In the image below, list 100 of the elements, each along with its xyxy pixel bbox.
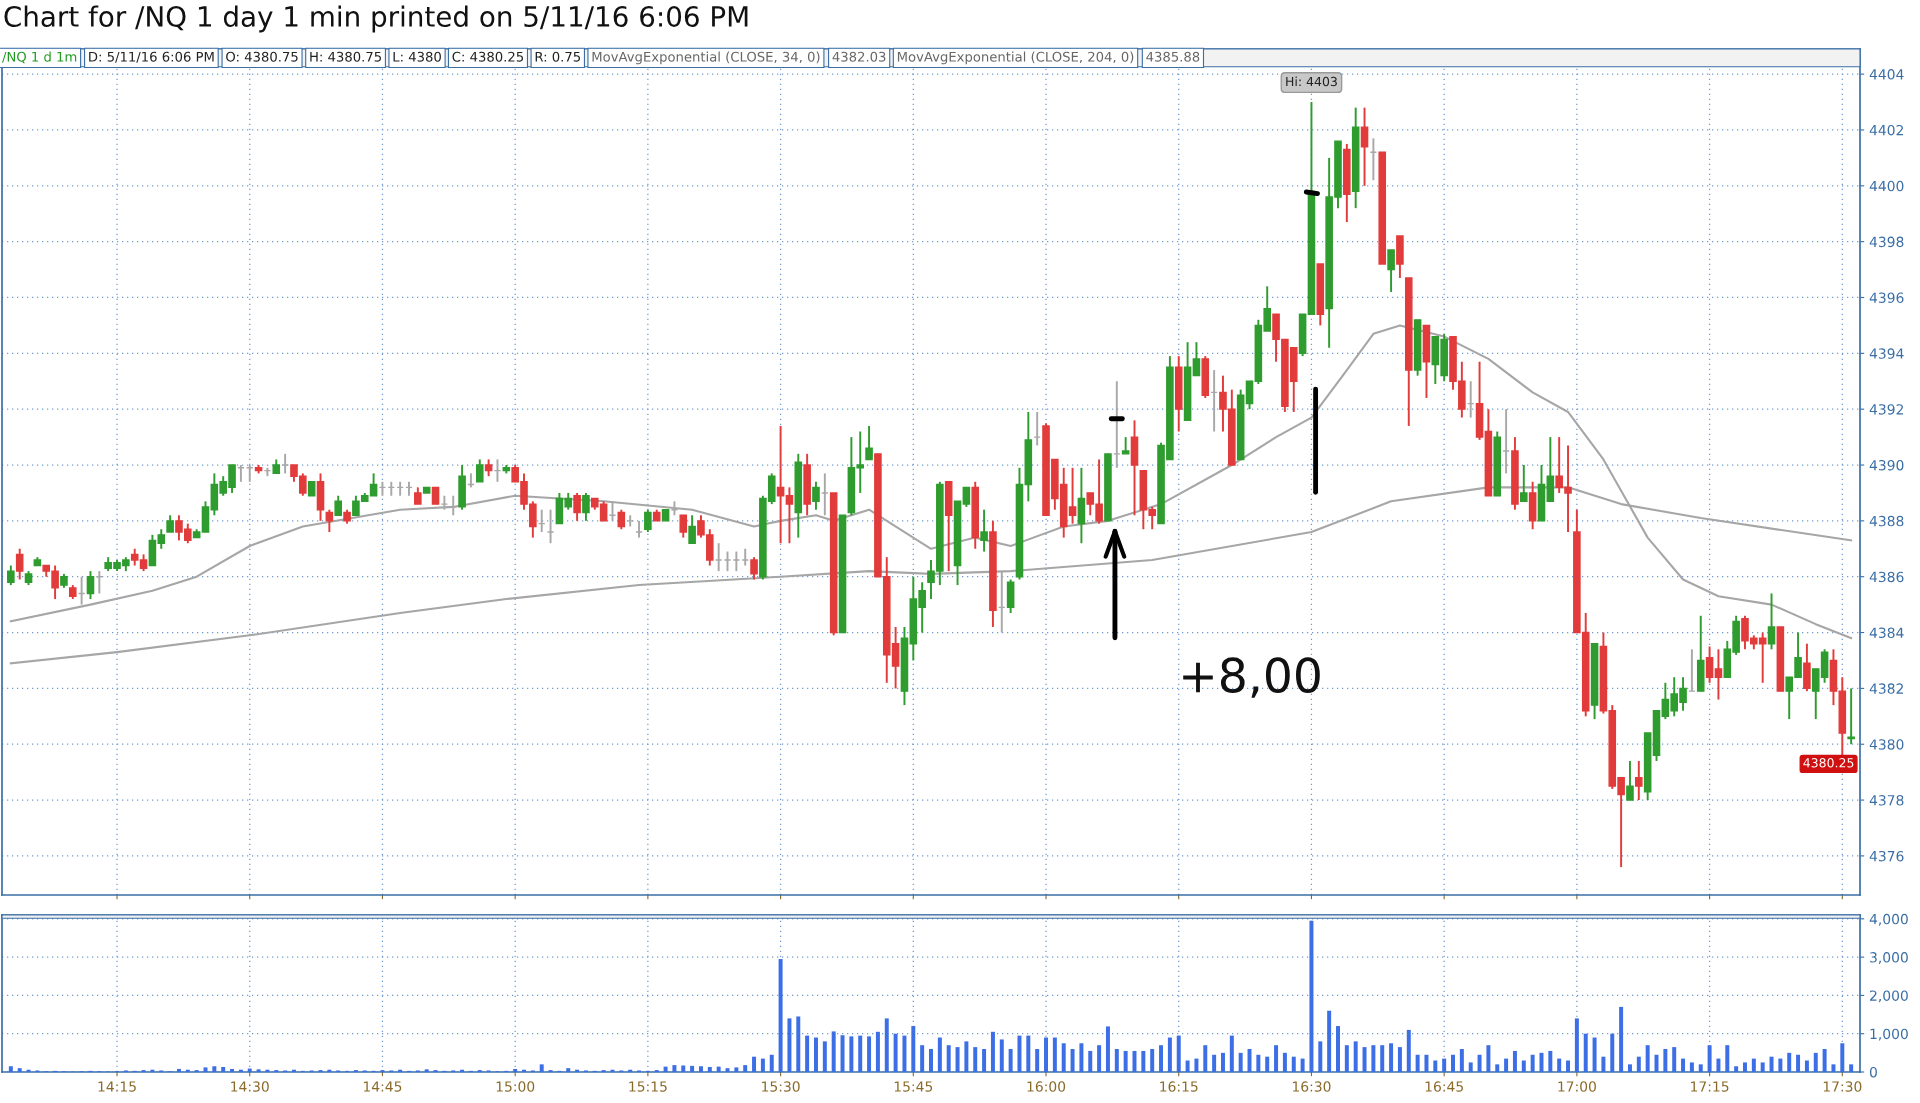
bar (1663, 1049, 1668, 1072)
bar (831, 1031, 836, 1072)
candlestick (617, 508, 626, 531)
candlestick (1767, 592, 1776, 651)
y-tick-label: 4390 (1869, 459, 1904, 471)
bar (1610, 1033, 1615, 1072)
bar (1088, 1050, 1093, 1072)
candlestick (15, 547, 24, 581)
y-tick-label: 4400 (1869, 180, 1904, 192)
bar (1247, 1049, 1252, 1072)
bar (1229, 1035, 1234, 1072)
x-tick-label: 17:00 (1558, 1081, 1596, 1092)
bar (1035, 1049, 1040, 1072)
bar (1530, 1054, 1535, 1072)
bar (1468, 1062, 1473, 1072)
annotation: /NQ 1 d 1m (2, 51, 77, 64)
y-tick-label: 1,000 (1870, 1028, 1908, 1041)
bar (990, 1031, 995, 1072)
candlestick (1626, 760, 1634, 802)
bar (1760, 1062, 1765, 1072)
candlestick (86, 570, 95, 601)
bar (1212, 1054, 1217, 1072)
bar (1362, 1047, 1367, 1072)
candlestick (334, 494, 343, 517)
bar (1415, 1054, 1420, 1072)
bar (920, 1045, 925, 1072)
bar (1150, 1049, 1155, 1072)
candlestick (1245, 380, 1254, 411)
bar (858, 1035, 863, 1072)
bar (1291, 1056, 1296, 1072)
bar (743, 1065, 748, 1072)
x-tick-label: 16:30 (1292, 1081, 1331, 1092)
bar (929, 1049, 933, 1072)
bar (1849, 1064, 1854, 1072)
x-tick-label: 14:15 (98, 1081, 136, 1092)
bar (1274, 1045, 1279, 1072)
bar (1822, 1049, 1827, 1072)
y-tick-label: 4392 (1869, 404, 1903, 415)
bar (1300, 1058, 1305, 1072)
bar (1486, 1045, 1491, 1072)
bar (1389, 1043, 1394, 1072)
bar (999, 1039, 1004, 1072)
candlestick (679, 514, 688, 539)
bar (1424, 1054, 1429, 1072)
bar (796, 1016, 801, 1072)
bar (946, 1045, 951, 1072)
bar (539, 1064, 544, 1072)
bar (813, 1037, 818, 1072)
bar (1601, 1056, 1606, 1072)
bar (1282, 1052, 1287, 1072)
bar (1220, 1052, 1225, 1072)
bar (778, 959, 783, 1072)
bar (212, 1066, 217, 1072)
bar (1344, 1045, 1349, 1072)
bar (1203, 1045, 1208, 1072)
bar (840, 1035, 845, 1072)
x-tick-label: 15:30 (762, 1081, 800, 1092)
chart-title: Chart for /NQ 1 day 1 min printed on 5/11/16 6:06 PM (4, 5, 748, 33)
bar (1176, 1035, 1181, 1072)
bar (1504, 1058, 1509, 1072)
bar (1380, 1045, 1385, 1072)
y-tick-label: 3,000 (1870, 952, 1908, 965)
bar (1052, 1037, 1057, 1072)
bar (1026, 1035, 1031, 1072)
bar (672, 1065, 677, 1072)
bar (1336, 1026, 1340, 1072)
bar (1698, 1064, 1703, 1072)
bar (1194, 1058, 1199, 1072)
bar (1044, 1037, 1049, 1072)
x-tick-label: 16:00 (1027, 1081, 1066, 1092)
bar (1681, 1058, 1686, 1072)
bar (1123, 1050, 1128, 1072)
bar (1114, 1049, 1119, 1072)
annotation: +8,00 (1183, 657, 1320, 698)
x-tick-label: 17:30 (1823, 1081, 1862, 1092)
bar (17, 1068, 22, 1072)
y-tick-label: 4396 (1869, 292, 1904, 303)
bar (1371, 1045, 1376, 1072)
x-tick-label: 16:15 (1160, 1081, 1198, 1092)
bar (1725, 1045, 1730, 1072)
bar (1716, 1058, 1721, 1072)
candlestick (475, 458, 484, 483)
bar (1557, 1058, 1562, 1072)
bar (1804, 1060, 1809, 1072)
x-tick-label: 14:45 (363, 1081, 402, 1092)
bar (1751, 1058, 1756, 1072)
bar (1406, 1029, 1411, 1072)
bar (911, 1026, 916, 1072)
bar (982, 1049, 987, 1072)
annotation: O: 4380.75 (226, 51, 298, 62)
bar (1141, 1050, 1146, 1072)
bar (716, 1066, 721, 1072)
candlestick (962, 486, 971, 508)
bar (1787, 1052, 1792, 1072)
candlestick (1714, 648, 1723, 701)
bar (1309, 920, 1314, 1072)
annotation: R: 0.75 (535, 51, 580, 62)
candlestick (812, 480, 820, 511)
bar (1070, 1049, 1075, 1072)
candlestick (785, 486, 794, 545)
